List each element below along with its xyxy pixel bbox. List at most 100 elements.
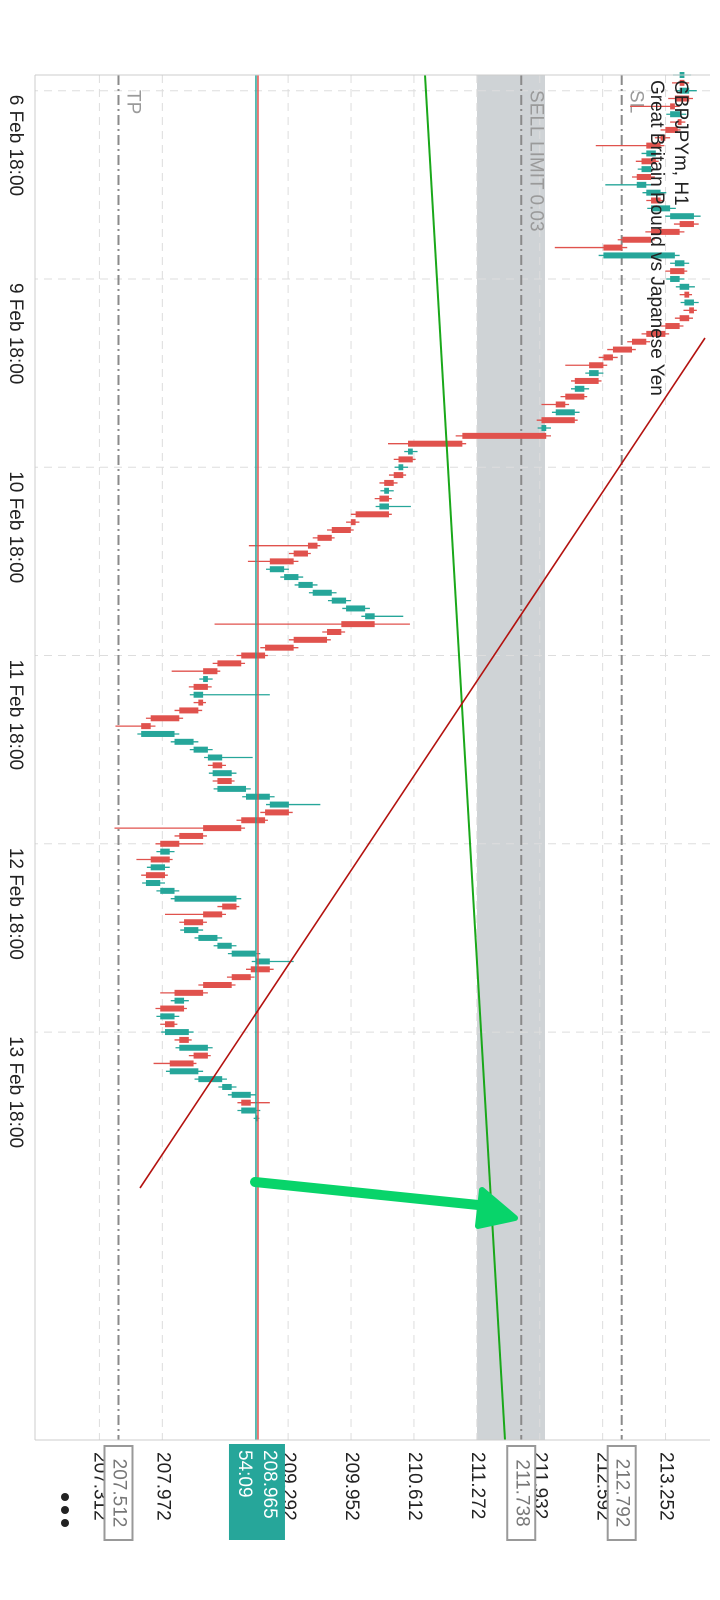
candle-body xyxy=(222,903,237,910)
candle-body xyxy=(679,221,694,228)
candle-body xyxy=(265,809,289,816)
candle-body xyxy=(164,1029,189,1036)
candle-body xyxy=(179,832,204,839)
candle-body xyxy=(408,440,463,447)
price-line-value: 212.792 xyxy=(612,1459,633,1528)
price-line-label: SL xyxy=(626,90,647,113)
candle-body xyxy=(384,479,394,486)
candle-body xyxy=(174,997,185,1004)
price-line-label: TP xyxy=(122,90,143,114)
candle-body xyxy=(203,676,208,683)
candle-body xyxy=(603,354,613,361)
candle-body xyxy=(241,1099,251,1106)
candle-body xyxy=(331,527,351,533)
candle-body xyxy=(255,958,270,965)
candle-body xyxy=(541,417,575,424)
candle-body xyxy=(284,574,299,581)
candle-body xyxy=(622,236,652,243)
menu-button[interactable] xyxy=(61,1493,69,1527)
candle-body xyxy=(651,205,671,212)
last-price-value: 208.965 xyxy=(259,1450,280,1519)
candle-body xyxy=(408,448,413,455)
candle-body xyxy=(670,111,682,118)
candle-body xyxy=(379,495,389,502)
x-tick-label: 11 Feb 18:00 xyxy=(5,660,26,771)
candle-body xyxy=(665,126,678,133)
candle-body xyxy=(379,503,389,510)
candle-body xyxy=(651,197,661,204)
candle-body xyxy=(184,919,204,926)
candle-body xyxy=(670,275,680,282)
zone-band xyxy=(477,75,545,1440)
candle-body xyxy=(679,283,690,290)
candle-body xyxy=(269,558,294,565)
y-tick-label: 211.272 xyxy=(467,1452,488,1519)
candle-body xyxy=(174,989,204,996)
candle-body xyxy=(203,911,223,918)
arrow-head[interactable] xyxy=(475,1187,518,1229)
candle-body xyxy=(145,880,161,887)
candle-body xyxy=(265,644,294,651)
candle-body xyxy=(307,542,318,549)
candle-body xyxy=(203,982,232,988)
candle-body xyxy=(179,1044,208,1051)
y-tick-label: 207.972 xyxy=(152,1452,173,1521)
candle-body xyxy=(293,550,308,557)
candle-body xyxy=(670,103,675,110)
candle-body xyxy=(231,950,256,957)
price-line-label: SELL LIMIT 0.03 xyxy=(525,90,546,232)
x-tick-label: 9 Feb 18:00 xyxy=(5,283,26,384)
candle-body xyxy=(679,79,685,86)
candle-body xyxy=(646,189,661,196)
price-line-box xyxy=(103,1445,134,1541)
menu-dot xyxy=(61,1519,69,1527)
candle-body xyxy=(684,299,694,306)
candle-body xyxy=(269,801,289,808)
candle-body xyxy=(193,746,208,753)
candle-body xyxy=(160,1005,185,1012)
candle-body xyxy=(207,754,223,761)
candle-body xyxy=(160,848,170,855)
candle-body xyxy=(203,668,218,675)
candle-body xyxy=(646,142,661,149)
candle-body xyxy=(217,942,232,949)
candle-body xyxy=(203,825,242,832)
candle-body xyxy=(317,534,332,541)
candle-body xyxy=(145,872,165,879)
candle-body xyxy=(160,1013,175,1020)
candle-body xyxy=(184,927,199,934)
candle-body xyxy=(574,385,585,392)
candle-body xyxy=(674,95,690,102)
candle-body xyxy=(179,707,199,714)
candle-body xyxy=(631,338,647,345)
x-tick-label: 10 Feb 18:00 xyxy=(5,471,26,583)
candle-body xyxy=(212,770,232,777)
candle-body xyxy=(169,1068,199,1075)
candle-body xyxy=(365,613,375,620)
candle-body xyxy=(565,393,585,400)
arrow-shaft[interactable] xyxy=(250,1177,493,1211)
y-tick-label: 213.252 xyxy=(656,1452,677,1521)
trend-line[interactable] xyxy=(139,337,706,1189)
candle-body xyxy=(636,181,647,188)
chart-title: GBPJPYm, H1 xyxy=(670,80,691,206)
candle-body xyxy=(241,652,266,659)
candle-body xyxy=(293,636,328,643)
price-line-box xyxy=(506,1445,537,1541)
menu-dot xyxy=(61,1506,69,1514)
candle-body xyxy=(198,934,218,941)
candle-body xyxy=(646,330,666,337)
candle-body xyxy=(341,621,375,628)
candle-body xyxy=(193,683,208,690)
candle-body xyxy=(660,134,666,141)
candle-body xyxy=(250,966,270,973)
candle-body xyxy=(651,228,680,235)
candle-body xyxy=(462,432,547,439)
x-tick-label: 6 Feb 18:00 xyxy=(5,95,26,196)
candle-body xyxy=(670,213,694,220)
candle-body xyxy=(555,409,575,416)
y-tick-label: 210.612 xyxy=(404,1452,425,1521)
candle-body xyxy=(212,762,223,769)
candle-body xyxy=(217,778,232,785)
